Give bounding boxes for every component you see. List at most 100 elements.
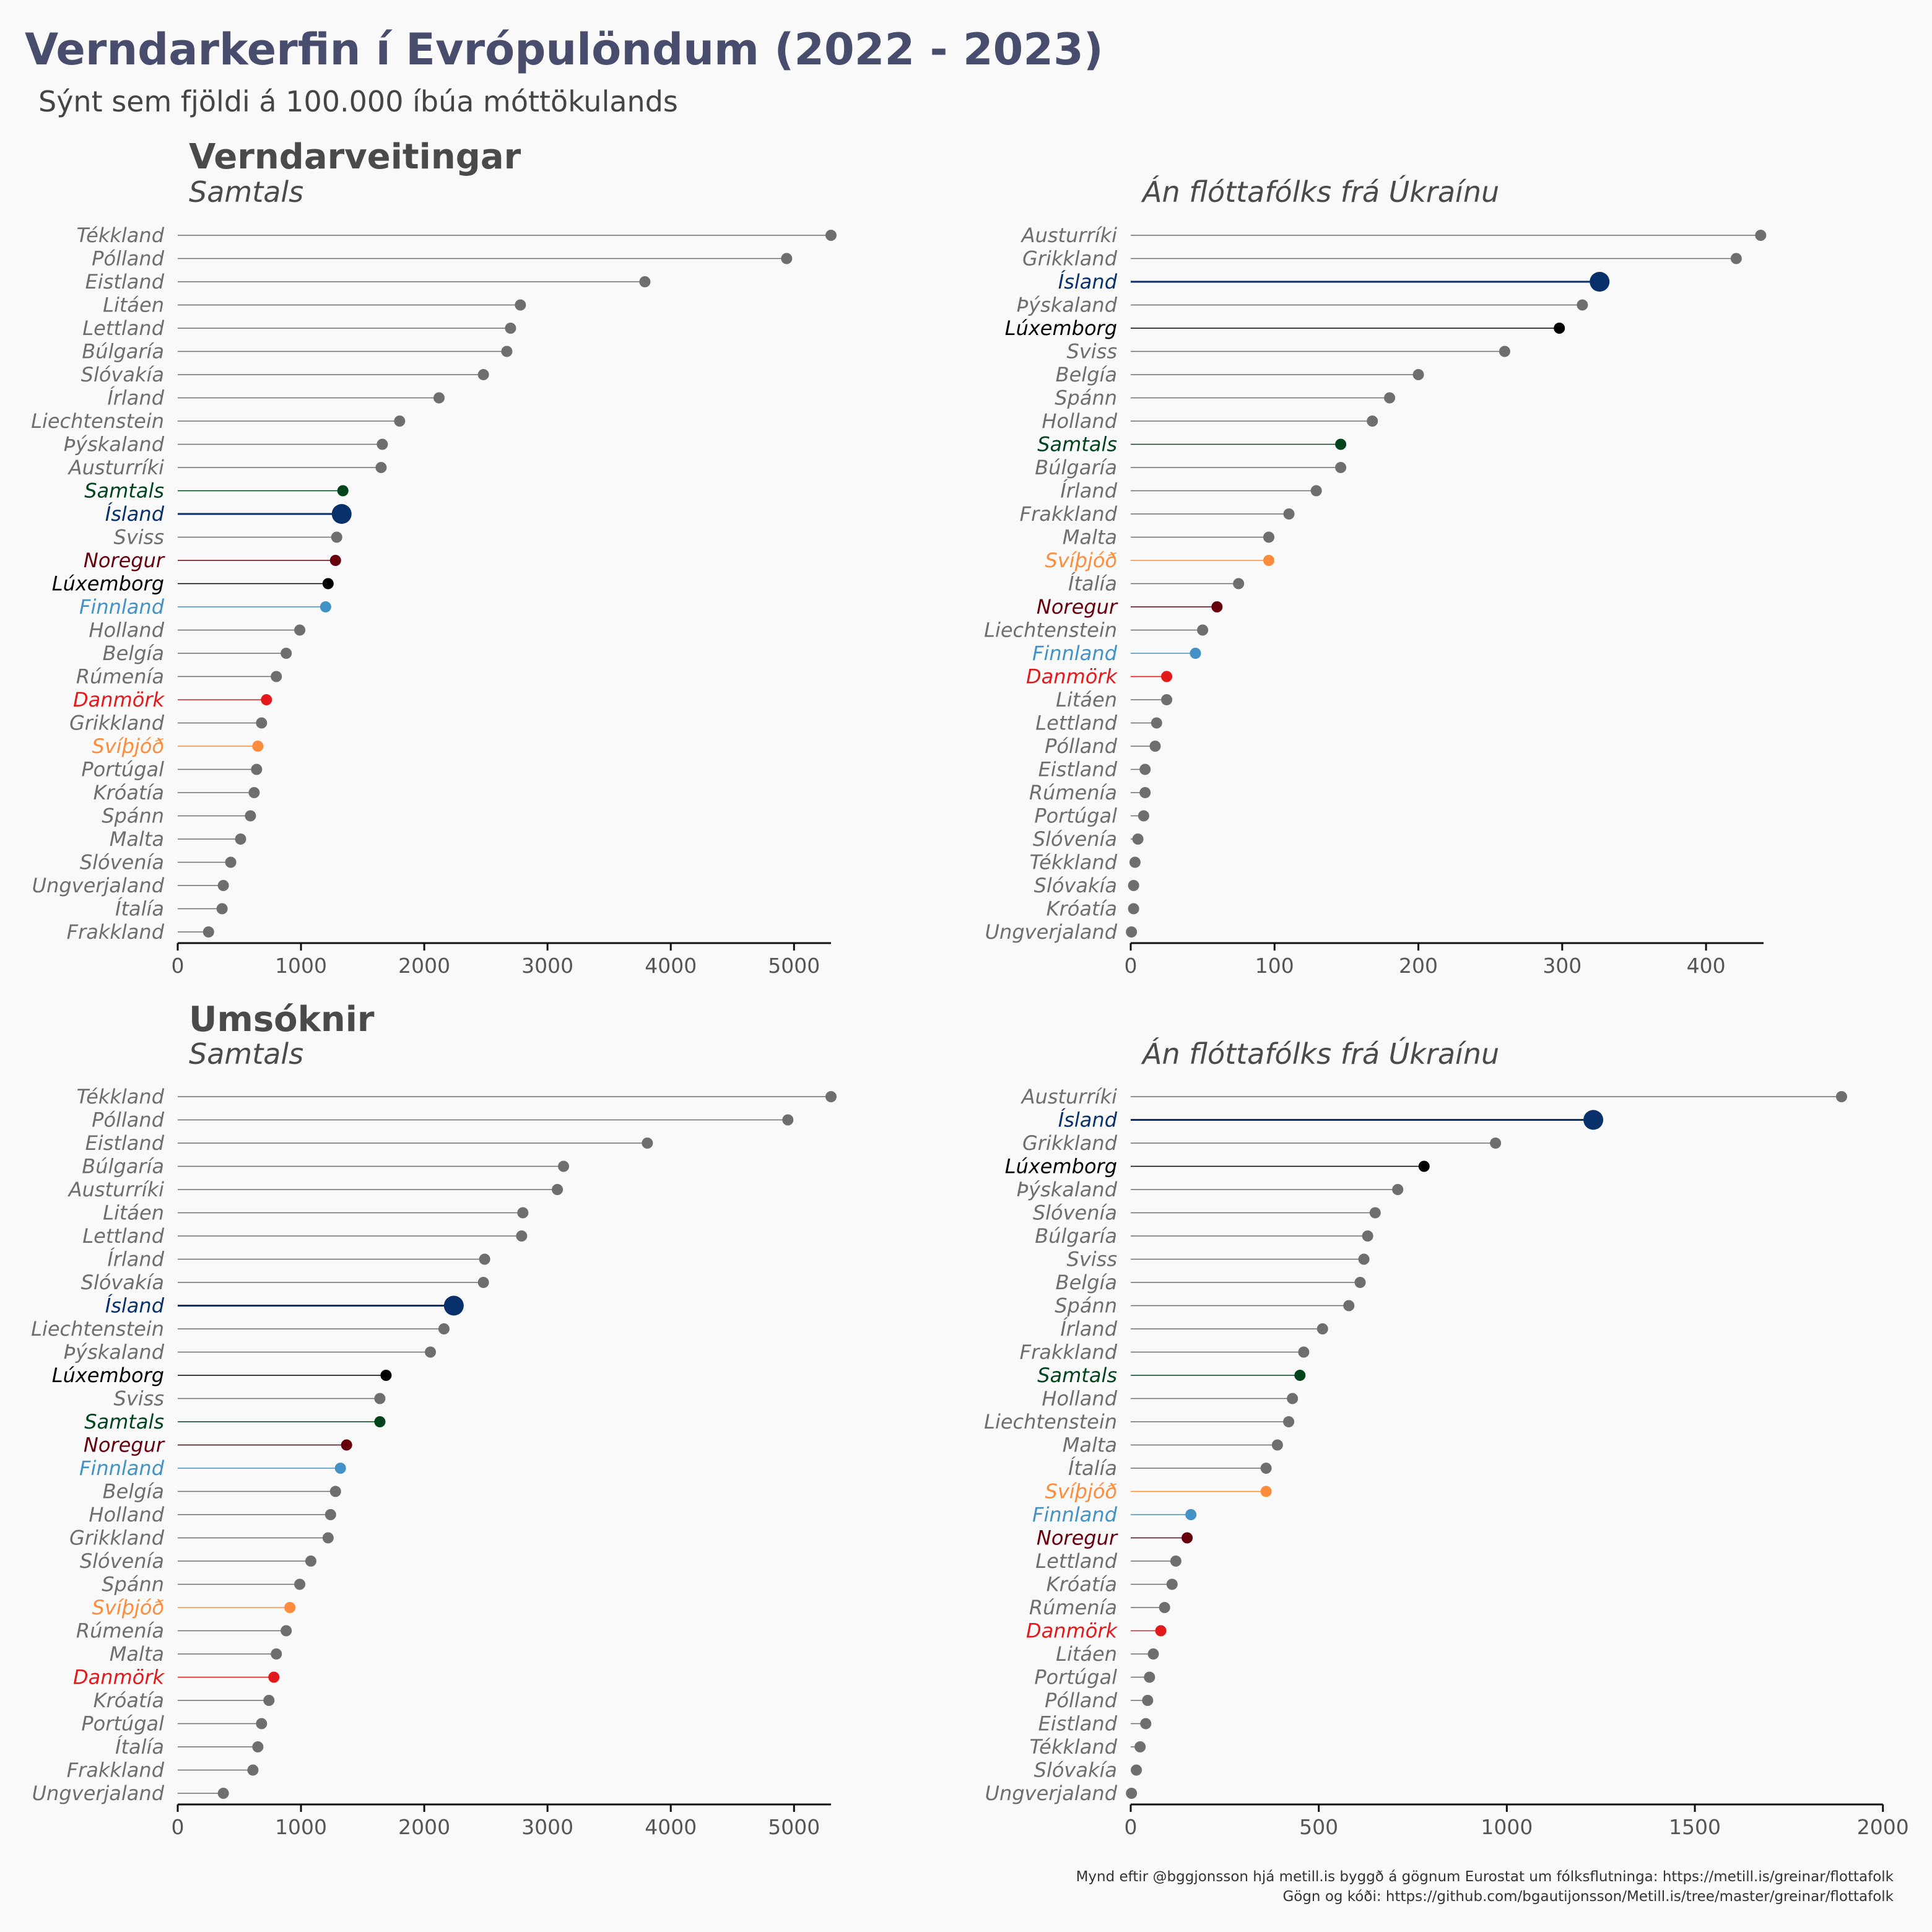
lollipop-point: [1139, 787, 1151, 798]
lollipop-point: [1392, 1184, 1404, 1195]
category-label: Rúmenía: [76, 1619, 164, 1643]
category-label: Belgía: [1056, 363, 1117, 386]
lollipop-point: [1835, 1091, 1847, 1102]
lollipop-point: [1490, 1138, 1502, 1149]
panel-subtitle: Án flóttafólks frá Úkraínu: [1141, 1037, 1499, 1071]
lollipop-point: [263, 1695, 275, 1706]
lollipop-point: [1335, 462, 1347, 473]
category-label: Sviss: [1067, 1248, 1117, 1271]
lollipop-point: [248, 787, 260, 798]
lollipop-point: [1233, 578, 1245, 590]
category-label: Lettland: [82, 316, 164, 340]
lollipop-point: [331, 531, 342, 543]
category-label: Malta: [1063, 526, 1117, 549]
x-tick-label: 5000: [768, 954, 820, 978]
category-label: Ungverjaland: [32, 874, 165, 897]
lollipop-point: [1369, 1207, 1381, 1219]
lollipop-point: [1140, 1718, 1152, 1730]
lollipop-point: [271, 1648, 282, 1660]
lollipop-point: [374, 1416, 386, 1427]
lollipop-point: [281, 1625, 292, 1637]
category-label: Slóvenía: [1033, 827, 1117, 851]
category-label: Slóvenía: [80, 1549, 164, 1573]
lollipop-point: [252, 1741, 264, 1752]
main-subtitle: Sýnt sem fjöldi á 100.000 íbúa móttökula…: [38, 85, 678, 118]
lollipop-point: [1263, 555, 1274, 566]
category-label: Liechtenstein: [31, 1317, 164, 1341]
category-label: Frakkland: [67, 1759, 165, 1782]
category-label: Holland: [1042, 1387, 1117, 1411]
lollipop-point: [202, 926, 214, 938]
x-tick-label: 1000: [1481, 1815, 1533, 1839]
x-tick-label: 0: [1125, 1815, 1138, 1839]
lollipop-point: [515, 299, 526, 311]
category-label: Lúxemborg: [52, 572, 164, 596]
category-label: Þýskaland: [1017, 294, 1118, 317]
category-label: Frakkland: [67, 920, 165, 944]
lollipop-panel-3: AusturríkiÍslandGrikklandLúxemborgÞýskal…: [984, 1085, 1909, 1839]
lollipop-point: [1335, 438, 1347, 450]
lollipop-point: [1294, 1370, 1306, 1381]
lollipop-point: [341, 1439, 352, 1451]
category-label: Spánn: [102, 1573, 164, 1596]
lollipop-point: [1147, 1648, 1159, 1660]
x-tick-label: 0: [1125, 954, 1138, 978]
category-label: Spánn: [102, 804, 164, 828]
lollipop-point: [251, 764, 263, 775]
lollipop-panel-0: TékklandPóllandEistlandLitáenLettlandBúl…: [31, 224, 837, 978]
category-label: Malta: [110, 1642, 164, 1666]
lollipop-point: [281, 648, 292, 659]
lollipop-point: [1283, 508, 1295, 520]
lollipop-point: [1283, 1416, 1295, 1427]
lollipop-point: [1155, 1625, 1167, 1637]
category-label: Búlgaría: [1035, 1224, 1117, 1248]
category-label: Holland: [89, 619, 164, 642]
category-label: Malta: [1063, 1434, 1117, 1457]
caption-line-2: Gögn og kóði: https://github.com/bgautij…: [1282, 1889, 1894, 1905]
lollipop-point: [516, 1230, 528, 1242]
category-label: Pólland: [1045, 1689, 1118, 1712]
lollipop-point: [1287, 1393, 1299, 1404]
category-label: Ungverjaland: [985, 920, 1118, 944]
lollipop-point: [501, 346, 513, 357]
x-tick-label: 1500: [1669, 1815, 1721, 1839]
lollipop-panel-1: AusturríkiGrikklandÍslandÞýskalandLúxemb…: [984, 224, 1767, 978]
category-label: Rúmenía: [1029, 781, 1117, 804]
x-tick-label: 4000: [645, 954, 697, 978]
category-label: Finnland: [79, 595, 165, 619]
lollipop-point: [1181, 1532, 1193, 1544]
lollipop-point: [1185, 1509, 1197, 1520]
lollipop-point: [252, 741, 264, 752]
lollipop-point: [329, 1486, 341, 1497]
lollipop-point: [1367, 416, 1378, 427]
category-label: Litáen: [1056, 1642, 1117, 1666]
category-label: Ísland: [1058, 1108, 1118, 1132]
lollipop-point: [322, 1532, 334, 1544]
panel-applications-total: Umsóknir Samtals: [189, 999, 375, 1071]
category-label: Eistland: [1038, 1712, 1118, 1736]
lollipop-point: [825, 230, 837, 241]
lollipop-point: [1138, 810, 1149, 822]
lollipop-point: [1129, 856, 1141, 868]
category-label: Rúmenía: [1029, 1596, 1117, 1619]
panel-applications-excl-ukraine: Án flóttafólks frá Úkraínu: [1141, 1037, 1499, 1071]
lollipop-point: [1126, 926, 1138, 938]
category-label: Lettland: [1035, 1549, 1117, 1573]
lollipop-point: [1358, 1253, 1370, 1265]
lollipop-point: [376, 438, 388, 450]
lollipop-point: [320, 601, 331, 612]
category-label: Lettland: [1035, 711, 1117, 735]
section-title: Umsóknir: [189, 999, 375, 1040]
lollipop-point: [1166, 1578, 1178, 1590]
lollipop-point: [268, 1671, 280, 1683]
category-label: Noregur: [84, 1434, 165, 1457]
lollipop-point: [517, 1207, 529, 1219]
panel-subtitle: Samtals: [189, 1037, 303, 1071]
lollipop-point: [1161, 671, 1173, 682]
category-label: Grikkland: [69, 1526, 165, 1550]
lollipop-point: [505, 323, 516, 334]
category-label: Pólland: [92, 1108, 165, 1132]
category-label: Finnland: [1032, 1503, 1118, 1526]
category-label: Þýskaland: [1017, 1178, 1118, 1201]
